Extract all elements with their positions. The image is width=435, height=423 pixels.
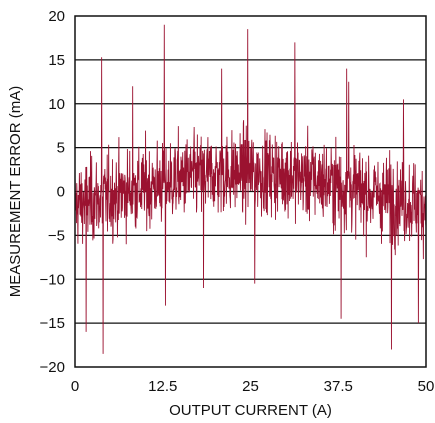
x-axis-label: OUTPUT CURRENT (A) xyxy=(169,402,332,419)
x-tick-label: 25 xyxy=(242,378,259,395)
y-tick-label: −10 xyxy=(40,271,65,288)
y-tick-label: 15 xyxy=(48,52,65,69)
y-axis-label: MEASUREMENT ERROR (mA) xyxy=(7,86,24,297)
x-tick-label: 0 xyxy=(71,378,79,395)
y-tick-label: 10 xyxy=(48,96,65,113)
y-tick-label: −5 xyxy=(48,227,65,244)
plot-frame xyxy=(74,15,427,368)
x-tick-label: 50 xyxy=(418,378,435,395)
x-tick-label: 12.5 xyxy=(148,378,177,395)
y-tick-label: 20 xyxy=(48,8,65,25)
y-tick-label: −20 xyxy=(40,359,65,376)
series-line xyxy=(74,24,427,354)
x-tick-labels: 0 12.5 25 37.5 50 xyxy=(71,378,435,395)
x-tick-label: 37.5 xyxy=(324,378,353,395)
y-tick-label: −15 xyxy=(40,315,65,332)
error-trace xyxy=(74,24,427,354)
y-tick-labels: 20 15 10 5 0 −5 −10 −15 −20 xyxy=(40,8,65,376)
y-tick-label: 5 xyxy=(57,140,65,157)
y-tick-label: 0 xyxy=(57,184,65,201)
